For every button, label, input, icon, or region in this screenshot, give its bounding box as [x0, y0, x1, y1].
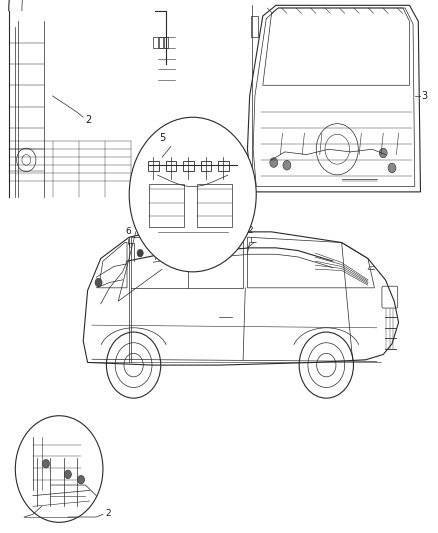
Text: 6: 6 [125, 227, 131, 236]
Circle shape [129, 117, 256, 272]
Circle shape [194, 249, 200, 257]
Circle shape [388, 163, 396, 173]
Bar [164, 37, 168, 48]
Text: 2: 2 [248, 225, 253, 235]
Circle shape [15, 416, 103, 522]
Bar [159, 37, 163, 48]
Circle shape [42, 459, 49, 468]
Bar [166, 161, 176, 171]
Text: 1: 1 [186, 225, 192, 235]
Bar [201, 161, 211, 171]
Circle shape [283, 160, 291, 170]
Text: 8: 8 [150, 227, 156, 236]
Circle shape [95, 278, 102, 287]
Circle shape [64, 470, 71, 479]
Text: 2: 2 [85, 115, 92, 125]
Circle shape [137, 249, 143, 257]
Text: 5: 5 [159, 133, 165, 143]
Bar [218, 161, 229, 171]
Circle shape [78, 475, 85, 484]
Bar [153, 37, 158, 48]
Text: 2: 2 [105, 509, 111, 518]
Bar [148, 161, 159, 171]
Circle shape [225, 249, 231, 257]
Circle shape [270, 158, 278, 167]
Bar [183, 161, 194, 171]
Text: 3: 3 [422, 91, 428, 101]
Circle shape [379, 148, 387, 158]
Bar [251, 16, 258, 37]
Circle shape [163, 249, 170, 257]
